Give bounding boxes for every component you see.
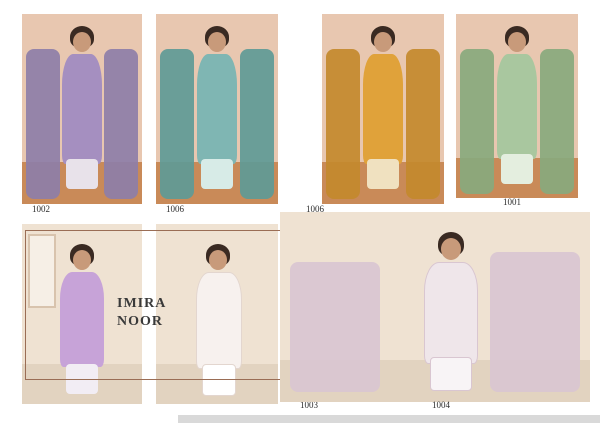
model-figure [495, 14, 539, 198]
dupatta-right [104, 49, 138, 199]
model-figure [196, 224, 242, 404]
model-figure [60, 224, 104, 404]
dupatta-left [326, 49, 360, 199]
dupatta-left [160, 49, 194, 199]
dupatta-left [290, 262, 380, 392]
product-code: 1003 [300, 400, 318, 410]
dupatta-left [26, 49, 60, 199]
product-code: 1001 [503, 197, 521, 207]
product-photo-3[interactable] [322, 14, 444, 204]
product-photo-5[interactable] [22, 224, 142, 404]
product-photo-1[interactable] [22, 14, 142, 204]
product-code: 1002 [32, 204, 50, 214]
model-figure [361, 14, 405, 204]
dupatta-right [240, 49, 274, 199]
model-figure [420, 212, 480, 402]
product-photo-7[interactable] [280, 212, 590, 402]
brand-name: IMIRA [117, 296, 167, 311]
product-photo-2[interactable] [156, 14, 278, 204]
dupatta-right [490, 252, 580, 392]
model-figure [195, 14, 239, 204]
product-photo-4[interactable] [456, 14, 578, 198]
model-figure [60, 14, 104, 204]
product-photo-6[interactable] [156, 224, 278, 404]
product-code: 1004 [432, 400, 450, 410]
dupatta-right [540, 49, 574, 194]
bottom-strip [178, 415, 600, 423]
product-code: 1006 [166, 204, 184, 214]
product-code: 1006 [306, 204, 324, 214]
dupatta-left [460, 49, 494, 194]
dupatta-right [406, 49, 440, 199]
window [28, 234, 56, 308]
collection-name: NOOR [117, 314, 163, 329]
